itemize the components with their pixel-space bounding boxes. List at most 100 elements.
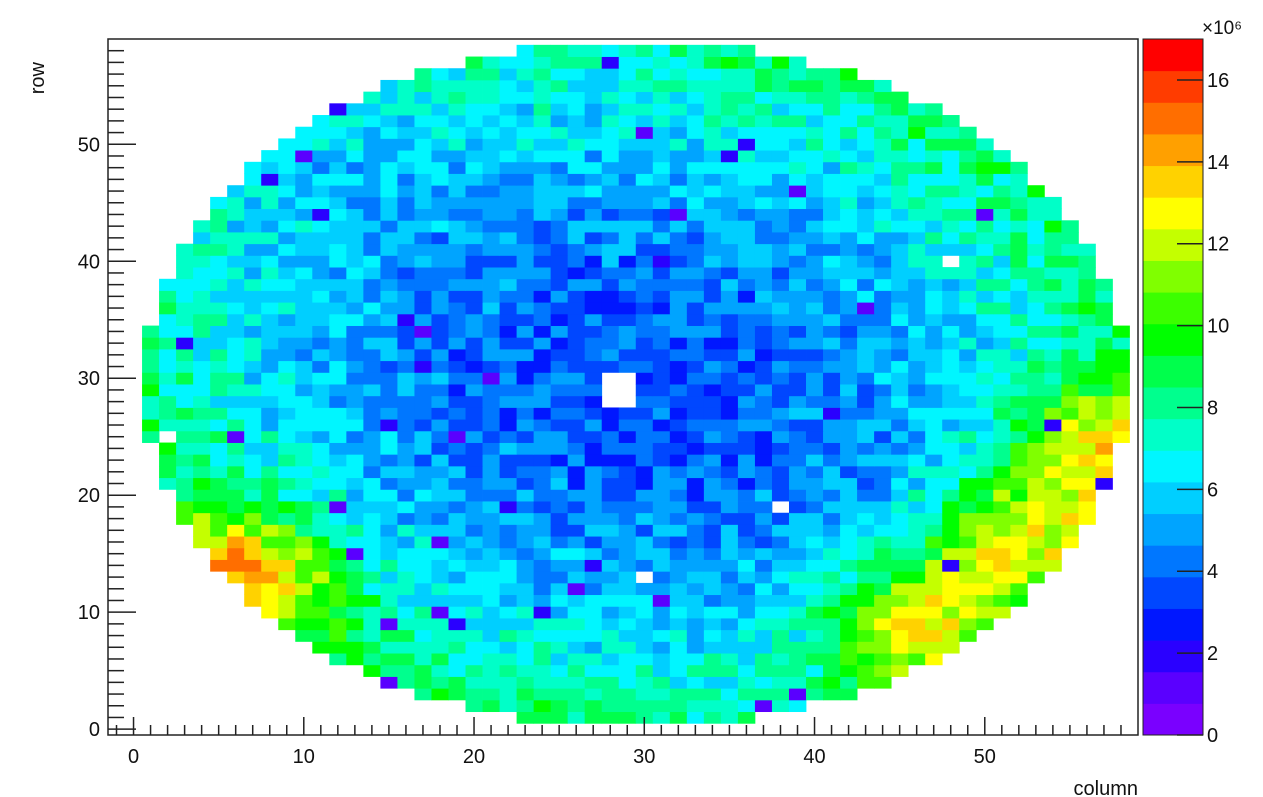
heatmap-cell (329, 278, 347, 291)
heatmap-cell (329, 477, 347, 490)
heatmap-cell (516, 313, 535, 326)
heatmap-cell (499, 641, 517, 654)
heatmap-cell (737, 220, 756, 233)
heatmap-cell (1044, 290, 1062, 303)
heatmap-cell (142, 360, 160, 373)
heatmap-cell (363, 161, 381, 174)
heatmap-cell (567, 255, 586, 268)
heatmap-cell (652, 641, 671, 654)
heatmap-cell (686, 641, 705, 654)
heatmap-cell (363, 208, 381, 221)
heatmap-cell (771, 688, 790, 701)
heatmap-cell (499, 407, 517, 420)
heatmap-cell (601, 79, 620, 93)
heatmap-cell (295, 348, 313, 362)
heatmap-cell (397, 489, 415, 502)
heatmap-cell (993, 477, 1011, 490)
heatmap-cell (533, 150, 552, 163)
heatmap-cell (567, 407, 586, 420)
heatmap-cell (788, 664, 807, 677)
heatmap-cell (771, 489, 790, 502)
heatmap-cell (618, 278, 637, 291)
heatmap-cell (652, 91, 671, 104)
heatmap-cell (754, 232, 773, 245)
heatmap-cell (686, 653, 705, 666)
heatmap-cell (925, 582, 943, 596)
heatmap-cell (499, 536, 517, 549)
heatmap-cell (669, 232, 688, 245)
heatmap-cell (414, 91, 432, 104)
heatmap-cell (1061, 278, 1079, 291)
heatmap-cell (976, 348, 994, 362)
heatmap-cell (1078, 407, 1096, 420)
heatmap-cell (193, 395, 211, 408)
heatmap-cell (652, 442, 671, 455)
heatmap-cell (959, 430, 977, 443)
heatmap-cell (397, 465, 415, 479)
heatmap-cell (806, 150, 824, 163)
heatmap-cell (227, 454, 245, 467)
heatmap-cell (942, 594, 960, 607)
heatmap-cell (1010, 512, 1028, 525)
heatmap-cell (312, 348, 330, 362)
heatmap-cell (908, 430, 926, 443)
heatmap-cell (448, 419, 466, 432)
heatmap-cell (227, 185, 245, 198)
heatmap-cell (1044, 325, 1062, 338)
heatmap-cell (754, 606, 773, 619)
heatmap-cell (397, 559, 415, 572)
heatmap-cell (976, 559, 994, 572)
heatmap-cell (976, 313, 994, 326)
heatmap-cell (703, 384, 722, 397)
heatmap-cell (397, 243, 415, 256)
heatmap-cell (584, 185, 603, 198)
heatmap-cell (993, 407, 1011, 420)
heatmap-cell (516, 196, 535, 210)
heatmap-cell (771, 559, 790, 572)
heatmap-cell (686, 103, 705, 116)
heatmap-cell (823, 161, 841, 174)
heatmap-cell (754, 208, 773, 221)
heatmap-cell (993, 173, 1011, 186)
heatmap-cell (720, 278, 739, 291)
heatmap-cell (857, 594, 875, 607)
heatmap-cell (959, 618, 977, 631)
heatmap-cell (516, 173, 535, 186)
heatmap-cell (840, 220, 858, 233)
heatmap-cell (669, 489, 688, 502)
heatmap-cell (584, 559, 603, 572)
heatmap-cell (737, 501, 756, 514)
heatmap-cell (584, 313, 603, 326)
heatmap-cell (635, 161, 654, 174)
heatmap-cell (516, 91, 535, 104)
heatmap-cell (874, 290, 892, 303)
heatmap-cell (1010, 173, 1028, 186)
heatmap-cell (601, 465, 620, 479)
heatmap-cell (584, 454, 603, 467)
heatmap-cell (465, 465, 483, 479)
heatmap-cell (227, 395, 245, 408)
heatmap-cell (312, 384, 330, 397)
heatmap-cell (737, 688, 756, 701)
heatmap-cell (448, 501, 466, 514)
heatmap-cell (618, 196, 637, 210)
heatmap-cell (380, 115, 398, 128)
heatmap-cell (295, 618, 313, 631)
heatmap-cell (925, 372, 943, 385)
heatmap-cell (788, 126, 807, 139)
heatmap-cell (891, 454, 909, 467)
heatmap-cell (754, 150, 773, 163)
heatmap-cell (601, 313, 620, 326)
heatmap-cell (703, 150, 722, 163)
heatmap-cell (737, 559, 756, 572)
heatmap-cell (720, 325, 739, 338)
heatmap-cell (1027, 313, 1045, 326)
heatmap-cell (703, 653, 722, 666)
heatmap-cell (584, 208, 603, 221)
heatmap-cell (312, 430, 330, 443)
heatmap-cell (261, 348, 279, 362)
heatmap-cell (516, 594, 535, 607)
heatmap-cell (227, 208, 245, 221)
y-tick-label: 30 (78, 368, 100, 390)
heatmap-cell (533, 79, 552, 93)
